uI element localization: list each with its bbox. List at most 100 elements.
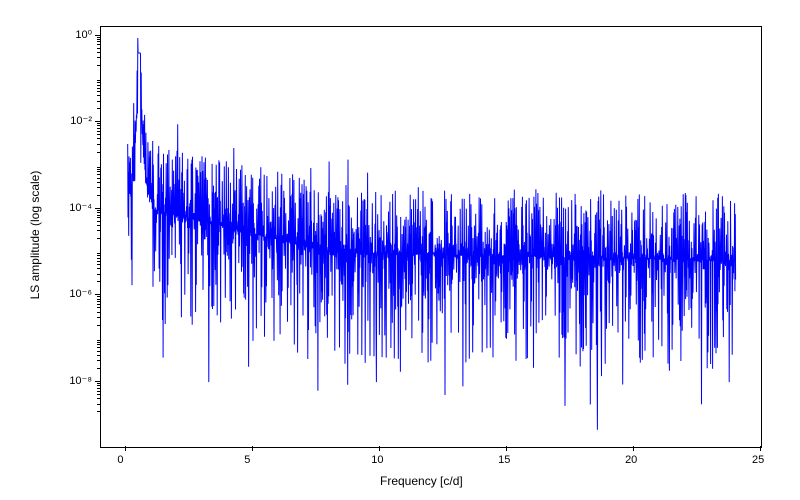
y-tick-mark — [95, 121, 100, 122]
x-tick-label: 25 — [752, 454, 764, 466]
y-minor-tick — [97, 325, 100, 326]
x-tick-label: 5 — [244, 454, 250, 466]
y-minor-tick — [97, 394, 100, 395]
y-minor-tick — [97, 368, 100, 369]
y-minor-tick — [97, 178, 100, 179]
x-tick-label: 20 — [625, 454, 637, 466]
y-minor-tick — [97, 144, 100, 145]
y-minor-tick — [97, 39, 100, 40]
plot-area — [100, 26, 762, 448]
y-tick-mark — [95, 381, 100, 382]
y-minor-tick — [97, 238, 100, 239]
x-tick-mark — [125, 446, 126, 451]
y-minor-tick — [97, 258, 100, 259]
y-tick-label: 10⁻⁸ — [69, 374, 92, 387]
y-tick-mark — [95, 35, 100, 36]
y-tick-label: 10⁻⁴ — [69, 201, 92, 214]
y-minor-tick — [97, 44, 100, 45]
y-minor-tick — [97, 391, 100, 392]
y-tick-mark — [95, 208, 100, 209]
y-tick-mark — [95, 294, 100, 295]
y-minor-tick — [97, 82, 100, 83]
y-minor-tick — [97, 95, 100, 96]
chart-container: LS amplitude (log scale) Frequency [c/d]… — [0, 0, 800, 500]
y-minor-tick — [97, 253, 100, 254]
y-minor-tick — [97, 274, 100, 275]
y-minor-tick — [97, 52, 100, 53]
y-minor-tick — [97, 385, 100, 386]
y-minor-tick — [97, 37, 100, 38]
y-minor-tick — [97, 152, 100, 153]
y-minor-tick — [97, 182, 100, 183]
y-tick-label: 10⁻² — [70, 114, 92, 127]
y-minor-tick — [97, 225, 100, 226]
y-minor-tick — [97, 344, 100, 345]
spectrum-path — [128, 38, 736, 430]
y-minor-tick — [97, 187, 100, 188]
y-minor-tick — [97, 215, 100, 216]
y-minor-tick — [97, 195, 100, 196]
x-tick-mark — [252, 446, 253, 451]
y-minor-tick — [97, 383, 100, 384]
y-minor-tick — [97, 125, 100, 126]
y-minor-tick — [97, 340, 100, 341]
y-minor-tick — [97, 88, 100, 89]
y-minor-tick — [97, 411, 100, 412]
y-minor-tick — [97, 398, 100, 399]
y-minor-tick — [97, 128, 100, 129]
y-minor-tick — [97, 360, 100, 361]
y-minor-tick — [97, 85, 100, 86]
y-minor-tick — [97, 296, 100, 297]
y-minor-tick — [97, 255, 100, 256]
y-minor-tick — [97, 261, 100, 262]
x-tick-label: 10 — [371, 454, 383, 466]
y-minor-tick — [97, 268, 100, 269]
y-minor-tick — [97, 217, 100, 218]
y-minor-tick — [97, 108, 100, 109]
y-minor-tick — [97, 131, 100, 132]
y-minor-tick — [97, 138, 100, 139]
y-minor-tick — [97, 304, 100, 305]
y-minor-tick — [97, 169, 100, 170]
y-minor-tick — [97, 171, 100, 172]
y-minor-tick — [97, 299, 100, 300]
x-tick-label: 0 — [117, 454, 123, 466]
y-minor-tick — [97, 388, 100, 389]
y-minor-tick — [97, 317, 100, 318]
x-tick-mark — [760, 446, 761, 451]
y-minor-tick — [97, 91, 100, 92]
periodogram-line — [101, 27, 761, 447]
y-minor-tick — [97, 65, 100, 66]
x-axis-label: Frequency [c/d] — [380, 474, 463, 488]
y-minor-tick — [97, 312, 100, 313]
y-minor-tick — [97, 57, 100, 58]
x-tick-mark — [506, 446, 507, 451]
x-tick-mark — [633, 446, 634, 451]
y-minor-tick — [97, 101, 100, 102]
y-minor-tick — [97, 307, 100, 308]
y-minor-tick — [97, 212, 100, 213]
y-minor-tick — [97, 210, 100, 211]
y-minor-tick — [97, 174, 100, 175]
y-minor-tick — [97, 351, 100, 352]
y-minor-tick — [97, 404, 100, 405]
x-tick-mark — [379, 446, 380, 451]
x-tick-label: 15 — [498, 454, 510, 466]
y-axis-label: LS amplitude (log scale) — [28, 155, 42, 315]
y-minor-tick — [97, 41, 100, 42]
y-minor-tick — [97, 342, 100, 343]
y-minor-tick — [97, 48, 100, 49]
y-minor-tick — [97, 355, 100, 356]
y-minor-tick — [97, 134, 100, 135]
y-minor-tick — [97, 281, 100, 282]
y-tick-label: 10⁰ — [75, 28, 92, 41]
y-minor-tick — [97, 347, 100, 348]
y-minor-tick — [97, 123, 100, 124]
y-minor-tick — [97, 80, 100, 81]
y-minor-tick — [97, 264, 100, 265]
y-minor-tick — [97, 301, 100, 302]
y-minor-tick — [97, 221, 100, 222]
y-minor-tick — [97, 230, 100, 231]
y-minor-tick — [97, 167, 100, 168]
y-tick-label: 10⁻⁶ — [69, 287, 92, 300]
